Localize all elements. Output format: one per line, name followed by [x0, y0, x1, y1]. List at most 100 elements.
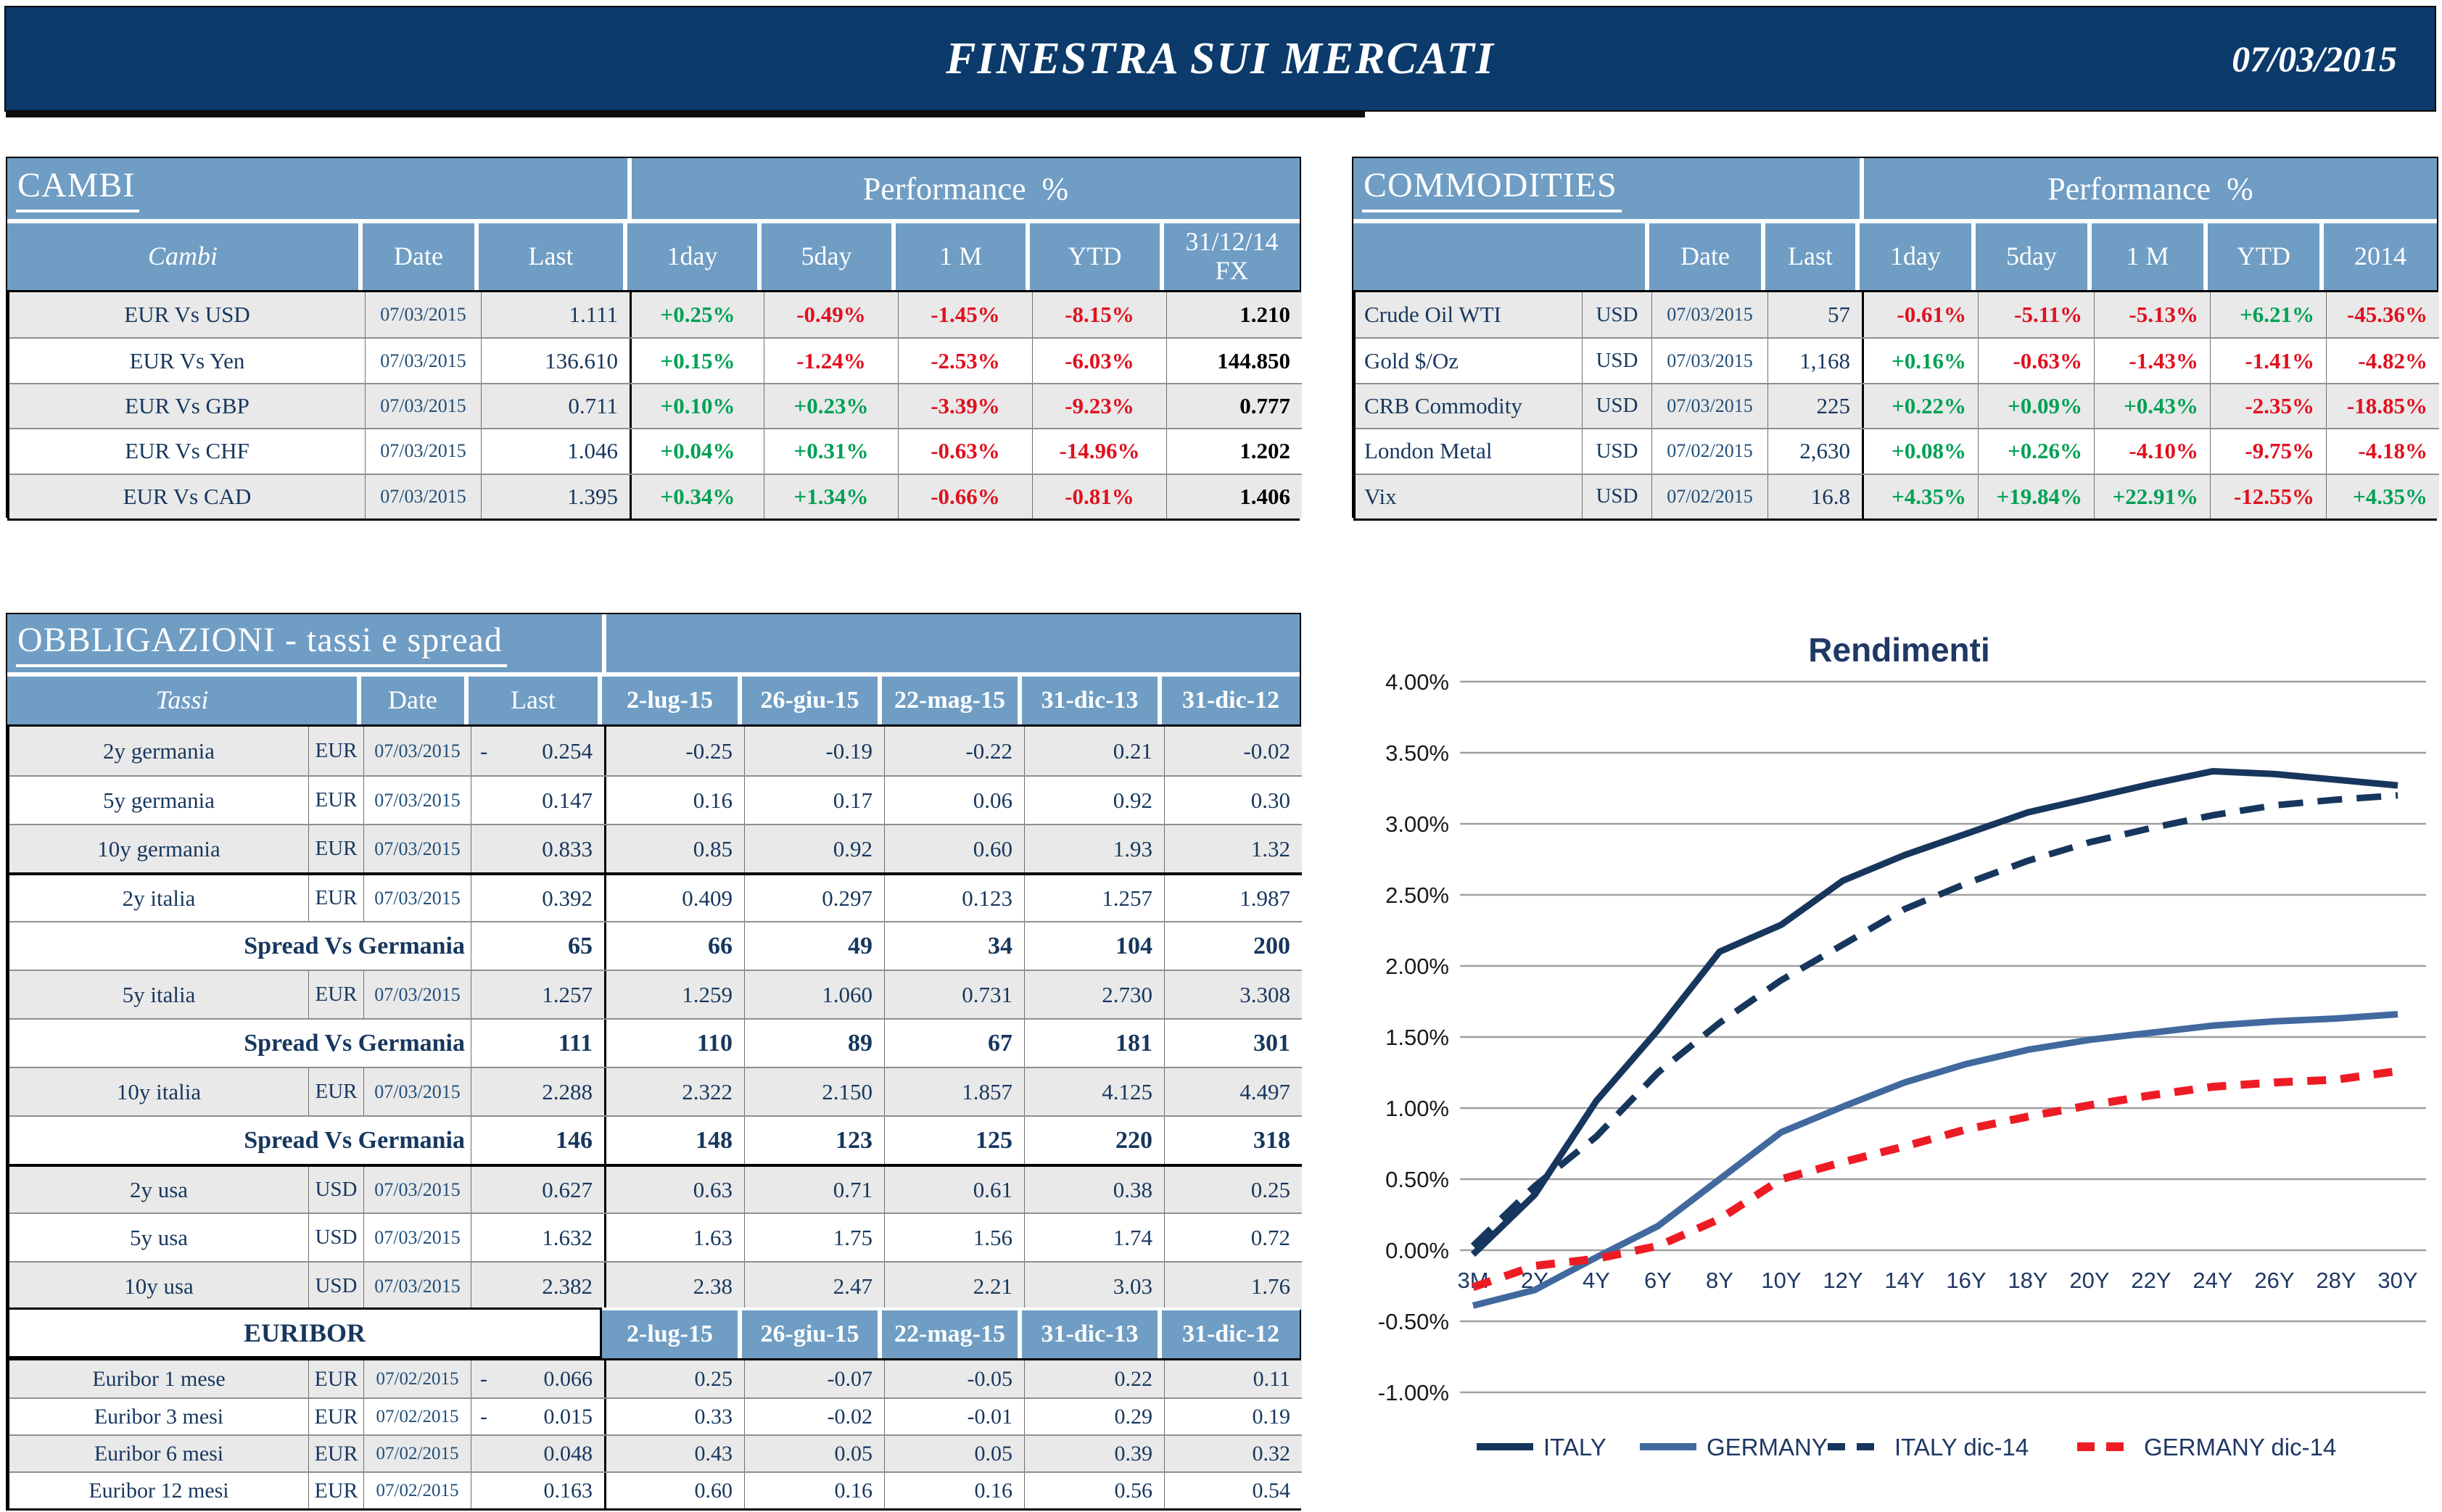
performance-cell: +0.08%: [1862, 429, 1978, 474]
fx-cell: 1.406: [1166, 474, 1302, 519]
history-cell: 0.123: [884, 875, 1024, 921]
tenor-name: 10y germania: [97, 835, 220, 862]
history-cell: -0.25: [604, 727, 744, 775]
obbligazioni-title-cell: OBBLIGAZIONI - tassi e spread: [7, 614, 602, 672]
x-tick-label: 18Y: [2008, 1268, 2047, 1293]
history-cell: 0.39: [1024, 1436, 1164, 1471]
last-cell: 1.632: [471, 1214, 604, 1261]
history-cell: 1.75: [744, 1214, 884, 1261]
obbligazioni-title: OBBLIGAZIONI - tassi e spread: [16, 620, 507, 667]
currency-cell: USD: [1582, 339, 1651, 383]
history-cell: 0.297: [744, 875, 884, 921]
x-tick-label: 4Y: [1583, 1268, 1610, 1293]
last-cell: 2.288: [471, 1068, 604, 1115]
last-cell: 0.711: [481, 384, 630, 429]
spread-row: Spread Vs Germania 146 148 123 125 220 318: [9, 1115, 1302, 1164]
spread-history-cell: 181: [1024, 1020, 1164, 1067]
tenor-name: 5y germania: [102, 787, 215, 813]
performance-cell: -45.36%: [2326, 292, 2439, 338]
last-cell: 0.163: [471, 1473, 604, 1508]
last-cell: 1.395: [481, 474, 630, 519]
commodity-row: London Metal USD 07/02/2015 2,630 +0.08% +0.2…: [1356, 428, 2439, 474]
history-cell: -0.05: [884, 1360, 1024, 1397]
italy-line: [1470, 768, 2398, 1257]
column-header: 2-lug-15: [602, 1310, 742, 1358]
commodity-name: London Metal: [1364, 438, 1493, 464]
divider: [1860, 158, 1864, 219]
performance-cell: -4.18%: [2326, 429, 2439, 474]
history-cell: 2.730: [1024, 971, 1164, 1018]
history-cell: 0.92: [1024, 777, 1164, 824]
commodities-title-cell: COMMODITIES: [1353, 158, 1860, 219]
commodity-row: Crude Oil WTI USD 07/03/2015 57 -0.61% -5.11%…: [1356, 292, 2439, 338]
spread-history-cell: 318: [1164, 1117, 1302, 1164]
last-value: 0.392: [542, 885, 593, 911]
history-cell: 1.857: [884, 1068, 1024, 1115]
commodity-row: Vix USD 07/02/2015 16.8 +4.35% +19.84% +22.91%…: [1356, 473, 2439, 519]
performance-cell: -0.81%: [1032, 474, 1166, 519]
y-tick-label: -1.00%: [1378, 1380, 1449, 1405]
spread-label: Spread Vs Germania: [244, 1029, 465, 1057]
column-header: 2014: [2324, 223, 2437, 290]
last-cell: 1.046: [481, 429, 630, 474]
history-cell: 1.93: [1024, 825, 1164, 872]
rate-row: 10y germania EUR 07/03/2015 0.833 0.85 0.92 0.…: [9, 824, 1302, 872]
date-cell: 07/03/2015: [363, 1214, 471, 1261]
report-header-bar: FINESTRA SUI MERCATI 07/03/2015: [4, 6, 2436, 112]
euribor-header-band: EURIBOR 2-lug-15 26-giu-15 22-mag-15 31-dic…: [7, 1307, 1300, 1358]
spread-history-cell: 110: [604, 1020, 744, 1067]
last-cell: 16.8: [1767, 474, 1862, 519]
currency-cell: USD: [1582, 429, 1651, 474]
fx-cell: 0.777: [1166, 384, 1302, 429]
history-cell: 0.409: [604, 875, 744, 921]
history-cell: 3.03: [1024, 1263, 1164, 1310]
italy-dic-14-line: [1470, 792, 2398, 1249]
cambi-title-band: CAMBI Performance %: [7, 158, 1300, 219]
date-cell: 07/03/2015: [365, 384, 481, 429]
rate-row: 10y usa USD 07/03/2015 2.382 2.38 2.47 2.21 3.0…: [9, 1261, 1302, 1310]
history-cell: 0.56: [1024, 1473, 1164, 1508]
currency-cell: EUR: [308, 1473, 363, 1508]
performance-cell: -1.43%: [2094, 339, 2210, 383]
spread-history-cell: 148: [604, 1117, 744, 1164]
cambi-row: EUR Vs GBP 07/03/2015 0.711 +0.10% +0.23% -3.…: [9, 382, 1302, 429]
spread-label: Spread Vs Germania: [244, 1126, 465, 1154]
commodity-name: Crude Oil WTI: [1364, 302, 1501, 328]
column-header: 26-giu-15: [742, 1310, 882, 1358]
tenor-name: 5y usa: [129, 1224, 189, 1250]
legend-label: ITALY dic-14: [1894, 1434, 2029, 1461]
currency-cell: EUR: [308, 1399, 363, 1434]
minus-sign: -: [480, 738, 488, 764]
y-tick-label: 1.00%: [1385, 1096, 1449, 1121]
performance-cell: +0.31%: [764, 429, 898, 474]
last-cell: 2,630: [1767, 429, 1862, 474]
column-header: 1 M: [2092, 223, 2208, 290]
history-cell: 0.72: [1164, 1214, 1302, 1261]
history-cell: 0.71: [744, 1167, 884, 1213]
obbligazioni-column-headers: Tassi Date Last 2-lug-15 26-giu-15 22-mag-15 3…: [7, 677, 1300, 724]
x-tick-label: 26Y: [2254, 1268, 2294, 1293]
cambi-title-cell: CAMBI: [7, 158, 627, 219]
column-header: 22-mag-15: [882, 677, 1022, 724]
history-cell: 0.33: [604, 1399, 744, 1434]
currency-cell: USD: [308, 1214, 363, 1261]
performance-cell: -12.55%: [2210, 474, 2326, 519]
last-cell: 0.392: [471, 875, 604, 921]
currency-cell: EUR: [308, 1068, 363, 1115]
last-value: 2.288: [542, 1078, 593, 1104]
column-header: 31-dic-13: [1022, 1310, 1162, 1358]
commodities-column-headers: Date Last 1day 5day 1 M YTD 2014: [1353, 223, 2437, 290]
germany-line: [1472, 1011, 2398, 1309]
euribor-row: Euribor 12 mesi EUR 07/02/2015 0.163 0.60 0.1…: [9, 1471, 1302, 1508]
last-value: 0.048: [543, 1441, 593, 1466]
history-cell: 0.61: [884, 1167, 1024, 1213]
history-cell: 0.21: [1024, 727, 1164, 775]
pair-name: EUR Vs Yen: [129, 347, 245, 373]
commodity-name: Vix: [1364, 483, 1397, 509]
performance-cell: +0.26%: [1978, 429, 2094, 474]
history-cell: 0.60: [884, 825, 1024, 872]
tenor-name: Euribor 1 mese: [92, 1366, 226, 1391]
tenor-name: Euribor 3 mesi: [94, 1404, 224, 1429]
performance-cell: -3.39%: [898, 384, 1032, 429]
